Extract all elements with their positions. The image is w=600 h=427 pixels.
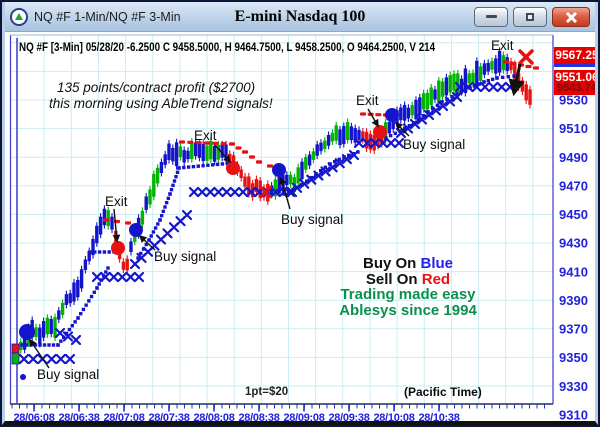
price-axis-label: 9470 <box>559 178 588 193</box>
price-axis-label: 9410 <box>559 264 588 279</box>
maximize-button[interactable] <box>513 6 547 27</box>
signal-arrow <box>138 234 156 251</box>
chart-extras <box>11 343 26 380</box>
close-icon <box>565 11 577 23</box>
buy-signal-dot <box>129 223 143 237</box>
plot-axes <box>9 34 554 405</box>
price-axis-label: 9510 <box>559 121 588 136</box>
time-axis-label: 28/10:38 <box>418 412 459 424</box>
point-value-note: 1pt=$20 <box>245 386 289 398</box>
time-axis: 28/06:08 28/06:38 28/07:08 28/07:38 28/08:08… <box>11 404 545 424</box>
time-axis-label: 28/10:08 <box>373 412 414 424</box>
time-axis-label: 28/07:08 <box>103 412 144 424</box>
minimize-icon <box>485 15 497 18</box>
close-button[interactable] <box>552 6 590 27</box>
exit-signal-dot <box>226 161 240 175</box>
signal-legend: Buy On Blue Sell On Red Trading made eas… <box>332 256 484 318</box>
timezone-note: (Pacific Time) <box>404 385 482 399</box>
legend-company: Ablesys since 1994 <box>339 301 477 319</box>
price-axis-label: 9370 <box>559 322 588 337</box>
price-axis-label: 9330 <box>559 379 588 394</box>
exit-signal-label: Exit <box>105 194 128 209</box>
legend-sell-line: Sell On Red <box>365 270 451 288</box>
minimize-button[interactable] <box>474 6 508 27</box>
trade-signals: Buy signal Exit Buy signal Exit Buy signal Ex… <box>19 38 525 382</box>
buy-signal-label: Buy signal <box>403 137 465 152</box>
price-marker-last-value: 9551.06 <box>555 70 599 84</box>
grid <box>10 35 553 404</box>
time-axis-label: 28/07:38 <box>148 412 189 424</box>
time-axis-label: 28/06:08 <box>13 412 54 424</box>
buy-signal-dot <box>385 108 399 122</box>
signal-arrow <box>29 338 50 369</box>
profit-annotation: 135 points/contract profit ($2700) this … <box>49 80 273 112</box>
exit-signal-dot <box>111 241 125 255</box>
legend-red-word: Red <box>421 270 451 288</box>
buy-signal-dot <box>19 324 35 340</box>
price-axis: 9530 9510 9490 9470 9450 9430 9410 9390 9370 9350… <box>559 93 588 423</box>
signal-arrow <box>112 208 121 243</box>
chart-title: E-mini Nasdaq 100 <box>234 7 366 25</box>
price-marker-prev-value: 9543.74 <box>557 82 597 94</box>
price-axis-label: 9530 <box>559 93 588 108</box>
price-axis-label: 9350 <box>559 350 588 365</box>
profit-annotation-line1: 135 points/contract profit ($2700) <box>57 80 256 95</box>
exit-signal-label: Exit <box>194 128 217 143</box>
price-axis-label: 9310 <box>559 407 588 422</box>
time-axis-label: 28/08:38 <box>238 412 279 424</box>
exit-signal-label: Exit <box>356 93 379 108</box>
price-axis-label: 9450 <box>559 207 588 222</box>
quote-info-line: NQ #F [3-Min] 05/28/20 -6.2500 C 9458.50… <box>19 40 436 54</box>
window-controls <box>474 6 590 27</box>
time-axis-label: 28/06:38 <box>58 412 99 424</box>
time-axis-label: 28/09:38 <box>328 412 369 424</box>
legend-tagline: Trading made easy <box>340 286 476 304</box>
time-axis-label: 28/09:08 <box>283 412 324 424</box>
app-logo-icon <box>10 7 28 26</box>
buy-signal-label: Buy signal <box>154 249 216 264</box>
price-axis-label: 9430 <box>559 236 588 251</box>
legend-buy-line: Buy On Blue <box>362 255 454 272</box>
legend-blue-word: Blue <box>420 255 454 272</box>
price-marker-high: 9567.25 <box>554 47 598 67</box>
time-axis-label: 28/08:08 <box>193 412 234 424</box>
exit-signal-dot <box>373 125 387 139</box>
abletrend-triangle-icon <box>15 12 23 20</box>
price-axis-label: 9490 <box>559 150 588 165</box>
price-marker-last: 9551.06 9543.74 <box>554 70 599 95</box>
signal-arrow <box>279 176 291 210</box>
red-x-markers <box>259 49 534 199</box>
exit-signal-label: Exit <box>491 38 514 53</box>
window-titlebar[interactable]: NQ #F 1-Min/NQ #F 3-Min E-mini Nasdaq 10… <box>2 2 598 32</box>
buy-signal-label: Buy signal <box>281 212 343 227</box>
signal-arrow <box>214 144 232 164</box>
signal-arrow <box>367 108 379 128</box>
profit-annotation-line2: this morning using AbleTrend signals! <box>49 96 273 111</box>
signal-arrow <box>508 63 525 97</box>
window-title: NQ #F 1-Min/NQ #F 3-Min <box>34 9 181 24</box>
buy-signal-label: Buy signal <box>37 367 99 382</box>
maximize-icon <box>526 12 534 21</box>
price-axis-label: 9390 <box>559 293 588 308</box>
x-marker-runs-blue <box>18 81 516 365</box>
buy-signal-dot <box>272 163 286 177</box>
signal-arrow <box>394 121 410 137</box>
